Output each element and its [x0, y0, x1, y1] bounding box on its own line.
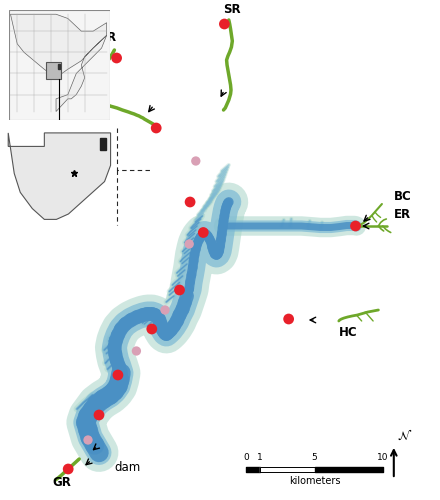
- Text: 0: 0: [243, 454, 249, 462]
- Point: [114, 371, 121, 379]
- Text: HC: HC: [339, 326, 357, 338]
- Point: [65, 465, 72, 473]
- Text: ER: ER: [394, 208, 411, 222]
- Text: 1: 1: [257, 454, 263, 462]
- Point: [176, 286, 183, 294]
- Point: [84, 436, 92, 444]
- Polygon shape: [11, 14, 106, 112]
- Bar: [100, 138, 106, 150]
- Point: [187, 198, 194, 206]
- Point: [161, 306, 169, 314]
- Bar: [58, 64, 60, 69]
- Text: $\mathcal{N}$: $\mathcal{N}$: [397, 428, 413, 443]
- Point: [95, 411, 103, 419]
- Polygon shape: [8, 133, 110, 220]
- Point: [186, 240, 193, 248]
- FancyBboxPatch shape: [9, 10, 110, 120]
- FancyBboxPatch shape: [46, 62, 61, 78]
- Text: SR: SR: [224, 3, 241, 16]
- Text: NR: NR: [98, 31, 117, 44]
- Point: [113, 54, 120, 62]
- Point: [133, 347, 140, 355]
- Point: [153, 124, 160, 132]
- Text: BC: BC: [394, 190, 411, 202]
- Text: dam: dam: [114, 461, 141, 474]
- Point: [352, 222, 359, 230]
- Point: [221, 20, 228, 28]
- Text: 10: 10: [377, 454, 389, 462]
- Text: kilometers: kilometers: [289, 476, 341, 486]
- Point: [200, 228, 207, 236]
- Text: 5: 5: [312, 454, 318, 462]
- Point: [285, 315, 292, 323]
- Point: [148, 325, 155, 333]
- Text: GR: GR: [52, 476, 71, 489]
- Point: [192, 157, 199, 165]
